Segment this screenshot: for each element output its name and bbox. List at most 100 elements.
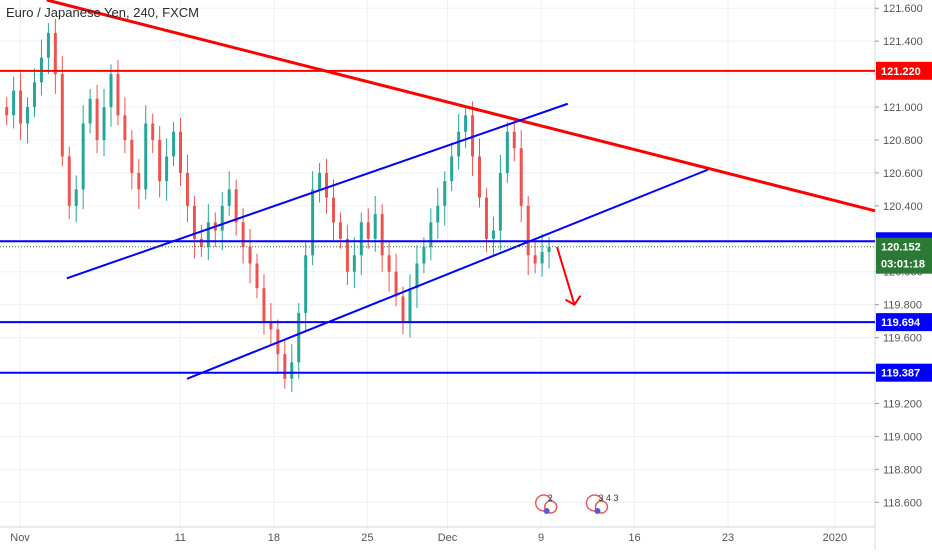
x-tick-label: 18 bbox=[268, 532, 280, 544]
y-tick-label: 118.800 bbox=[883, 464, 922, 476]
x-tick-label: 23 bbox=[722, 532, 734, 544]
candle-body bbox=[227, 189, 231, 206]
candle-body bbox=[5, 107, 9, 116]
candle-body bbox=[172, 131, 176, 157]
candle-body bbox=[478, 156, 482, 198]
candle-body bbox=[491, 230, 495, 239]
trendline bbox=[46, 0, 876, 213]
level-badge bbox=[876, 363, 932, 382]
candle-body bbox=[540, 251, 544, 264]
candle-body bbox=[450, 156, 454, 182]
candle-body bbox=[297, 312, 301, 363]
candle-body bbox=[464, 115, 468, 132]
y-tick-label: 120.600 bbox=[883, 168, 923, 180]
y-tick-label: 120.800 bbox=[883, 135, 923, 147]
candle-body bbox=[443, 181, 447, 206]
candle-body bbox=[401, 296, 405, 322]
y-tick-label: 121.000 bbox=[883, 102, 923, 114]
candle-body bbox=[192, 205, 196, 239]
x-tick-label: Nov bbox=[10, 532, 30, 544]
candle-body bbox=[457, 131, 461, 157]
y-tick-label: 119.000 bbox=[883, 431, 922, 443]
candle-body bbox=[234, 189, 238, 223]
price-axis bbox=[875, 0, 932, 550]
x-tick-label: Dec bbox=[438, 532, 458, 544]
candle-body bbox=[526, 205, 530, 256]
candle-body bbox=[436, 205, 440, 223]
level-badge bbox=[876, 61, 932, 80]
candle-body bbox=[394, 271, 398, 297]
candle-body bbox=[519, 148, 523, 206]
candle-body bbox=[74, 189, 78, 206]
candle-body bbox=[248, 247, 252, 264]
current-price-label: 120.152 bbox=[881, 242, 921, 254]
candle-body bbox=[102, 107, 106, 140]
candle-body bbox=[484, 197, 488, 239]
candle-body bbox=[12, 90, 16, 116]
candle-body bbox=[179, 131, 183, 173]
candle-body bbox=[429, 222, 433, 248]
event-marker-label: 2 bbox=[548, 493, 553, 503]
candle-body bbox=[408, 288, 412, 322]
chart-title: Euro / Japanese Yen, 240, FXCM bbox=[6, 5, 199, 20]
candle-body bbox=[422, 247, 426, 264]
candle-body bbox=[269, 321, 273, 330]
candle-body bbox=[380, 214, 384, 256]
candle-body bbox=[67, 156, 71, 206]
candle-body bbox=[46, 32, 50, 58]
candle-body bbox=[199, 238, 203, 248]
level-badge-label: 119.694 bbox=[881, 317, 921, 329]
candle-body bbox=[290, 362, 294, 379]
candle-body bbox=[387, 255, 391, 272]
candle-body bbox=[220, 205, 224, 231]
candle-body bbox=[352, 255, 356, 272]
candle-body bbox=[338, 222, 342, 239]
candle-body bbox=[311, 189, 315, 256]
y-tick-label: 120.400 bbox=[883, 201, 923, 213]
candle-body bbox=[185, 172, 189, 206]
candle-body bbox=[505, 131, 509, 173]
candle-body bbox=[158, 139, 162, 182]
candle-body bbox=[151, 123, 155, 140]
candle-body bbox=[304, 255, 308, 313]
candle-body bbox=[241, 222, 245, 248]
trendline bbox=[66, 102, 569, 280]
candle-body bbox=[255, 263, 259, 289]
y-tick-label: 119.600 bbox=[883, 333, 922, 345]
event-marker-dot bbox=[594, 508, 601, 514]
candle-body bbox=[366, 222, 370, 239]
candle-body bbox=[109, 74, 113, 108]
candle-body bbox=[60, 74, 64, 157]
candle-body bbox=[345, 238, 349, 272]
candle-body bbox=[498, 172, 502, 231]
candle-body bbox=[19, 90, 23, 124]
x-tick-label: 9 bbox=[538, 532, 544, 544]
candle-body bbox=[325, 172, 329, 198]
y-tick-label: 121.400 bbox=[883, 36, 923, 48]
level-badge-label: 121.220 bbox=[881, 66, 921, 78]
y-tick-label: 119.800 bbox=[883, 300, 922, 312]
y-tick-label: 118.600 bbox=[883, 497, 922, 509]
candle-body bbox=[144, 123, 148, 190]
candle-body bbox=[53, 32, 57, 75]
y-tick-label: 121.600 bbox=[883, 3, 923, 15]
x-tick-label: 25 bbox=[361, 532, 373, 544]
candle-body bbox=[318, 172, 322, 190]
current-price-badge bbox=[876, 237, 932, 274]
candle-body bbox=[373, 214, 377, 239]
candle-body bbox=[26, 107, 30, 124]
candle-body bbox=[165, 156, 169, 182]
level-badge bbox=[876, 313, 932, 332]
candle-body bbox=[123, 115, 127, 140]
candle-body bbox=[130, 139, 134, 173]
x-tick-label: 11 bbox=[175, 532, 186, 544]
x-tick-label: 16 bbox=[628, 532, 640, 544]
candle-body bbox=[116, 74, 120, 116]
candle-body bbox=[137, 172, 141, 190]
candle-body bbox=[88, 98, 92, 124]
candle-body bbox=[95, 98, 99, 140]
candle-body bbox=[283, 354, 287, 379]
projection-arrow bbox=[556, 246, 576, 305]
